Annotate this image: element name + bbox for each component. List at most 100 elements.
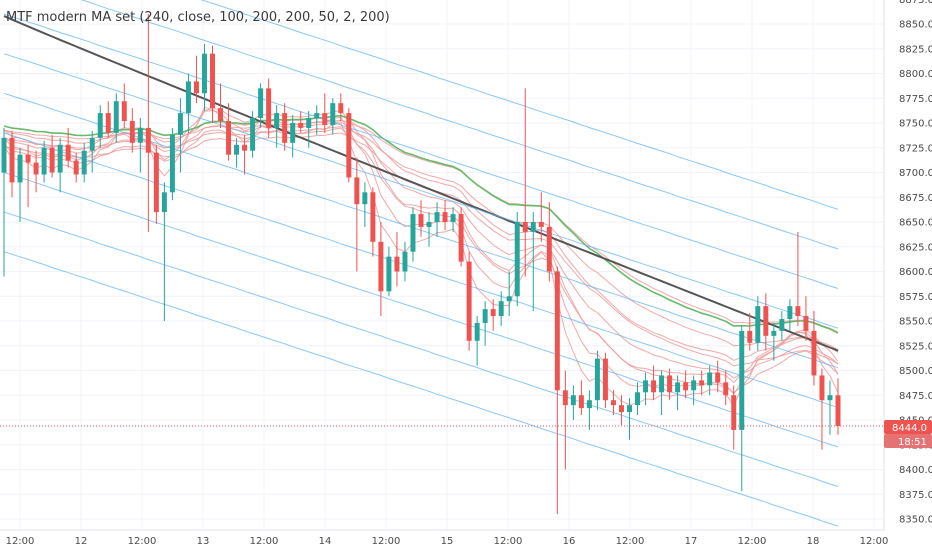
candle-body [282,113,288,143]
candle-body [618,405,624,413]
candle-body [819,375,825,401]
y-tick-label: 8400.0 [899,465,932,476]
candle-body [635,392,641,406]
candle-body [177,113,183,135]
blue-step-line [3,211,839,487]
y-tick-label: 8750.0 [899,119,932,130]
candle-body [418,214,424,227]
blue-step-line [3,172,839,448]
x-tick-label: 13 [197,536,210,547]
candle-body [482,309,488,323]
candle-body [25,154,31,163]
blue-step-line [3,53,839,329]
x-tick-label: 12:00 [738,536,767,547]
candle-body [298,123,304,128]
candle-body [474,322,480,341]
x-tick-label: 14 [319,536,332,547]
candle-body [73,160,79,175]
candle-body [354,177,360,205]
candle-body [450,214,456,222]
y-tick-label: 8825.0 [899,44,932,55]
candle-body [610,400,616,406]
candle-body [169,134,175,193]
grid-lines [0,0,884,530]
candle-body [795,306,801,317]
candle-body [699,380,705,386]
candle-body [763,306,769,336]
candle-body [546,226,552,272]
x-tick-label: 12:00 [860,536,889,547]
candle-body [707,372,713,386]
y-tick-label: 8675.0 [899,193,932,204]
candle-body [490,309,496,317]
candle-body [602,358,608,401]
candle-body [378,241,384,292]
candle-body [715,372,721,383]
candle-body [643,380,649,393]
y-tick-label: 8775.0 [899,94,932,105]
x-tick-label: 16 [563,536,576,547]
candle-body [234,144,240,155]
x-tick-label: 12:00 [6,536,35,547]
y-tick-label: 8800.0 [899,69,932,80]
candle-body [201,53,207,94]
candle-body [210,53,215,109]
candle-body [835,395,841,426]
candle-body [1,137,7,173]
x-tick-label: 12:00 [494,536,523,547]
candle-body [242,144,248,151]
candle-body [458,214,464,262]
candle-body [506,296,512,302]
last-price-tag-bg [884,420,932,434]
x-tick-label: 15 [441,536,454,547]
pink-ma-line [3,121,839,379]
candle-body [522,222,528,232]
y-tick-label: 8475.0 [899,391,932,402]
candle-body [538,222,544,227]
candle-body [554,271,560,391]
candle-body [659,375,665,393]
candle-body [290,123,296,143]
candle-body [113,101,119,133]
time-axis[interactable]: 12:00 12 12:00 13 12:00 14 12:00 15 12:00 16 12:00… [6,536,889,547]
candle-body [498,301,504,317]
candle-body [594,358,600,401]
price-tags: 8444.0 18:51 [884,420,932,448]
y-tick-label: 8600.0 [899,267,932,278]
candle-body [723,382,729,396]
countdown-tag-bg [884,434,932,448]
candle-body [651,380,657,393]
x-tick-label: 17 [685,536,698,547]
candle-body [330,103,336,125]
y-tick-label: 8500.0 [899,366,932,377]
y-tick-label: 8575.0 [899,292,932,303]
blue-step-line [3,251,839,527]
candle-body [803,316,809,331]
last-price-tag: 8444.0 [892,423,927,434]
candle-body [218,108,224,122]
candle-body [161,192,167,213]
pink-ma-line [3,126,839,351]
candle-body [386,256,392,292]
candle-body [779,319,785,331]
candle-body [755,306,761,343]
candle-body [41,147,47,175]
candle-body [137,127,143,143]
y-tick-label: 8625.0 [899,242,932,253]
candle-body [57,144,63,173]
candle-body [410,214,416,252]
y-tick-label: 8650.0 [899,218,932,229]
candle-body [562,390,568,406]
y-tick-label: 8375.0 [899,490,932,501]
blue-step-line [80,0,839,250]
candle-body [667,375,673,393]
candle-body [322,113,328,125]
candle-body [121,101,127,122]
candle-body [17,154,23,183]
candle-body [306,118,312,128]
x-tick-label: 12:00 [372,536,401,547]
candle-body [675,382,681,393]
candle-body [314,113,320,119]
